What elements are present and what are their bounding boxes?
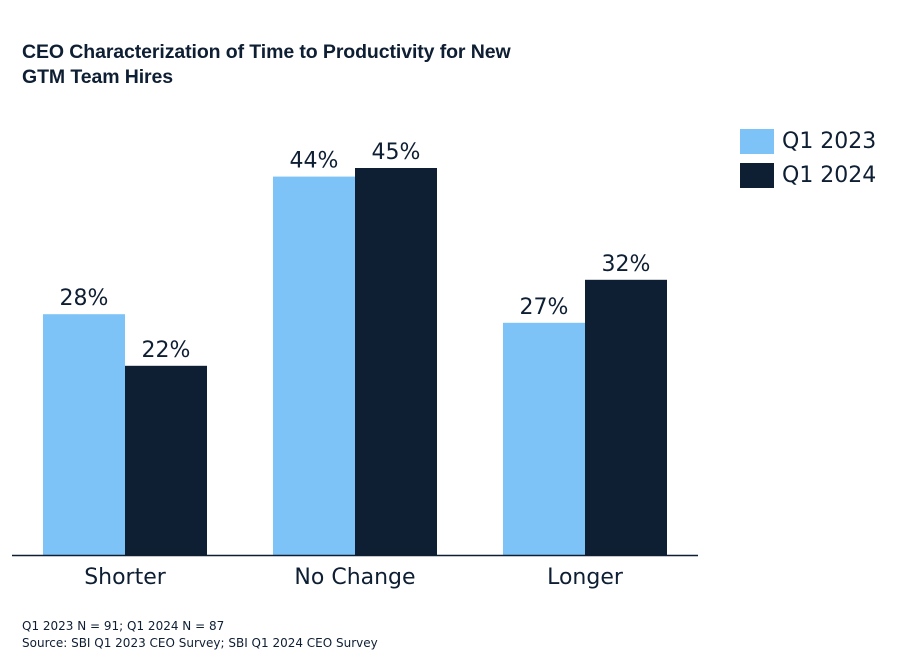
legend: Q1 2023 Q1 2024 xyxy=(740,124,876,192)
legend-label-q1-2023: Q1 2023 xyxy=(782,128,877,154)
legend-item-q1-2023: Q1 2023 xyxy=(740,124,876,158)
bar-no-change-q1-2023 xyxy=(273,176,355,555)
legend-swatch-q1-2023 xyxy=(740,128,774,154)
x-tick-label: No Change xyxy=(294,565,415,590)
source-note: Source: SBI Q1 2023 CEO Survey; SBI Q1 2… xyxy=(22,636,378,650)
chart-title-line-2: GTM Team Hires xyxy=(22,66,174,88)
chart-title: CEO Characterization of Time to Producti… xyxy=(22,40,582,90)
data-label: 45% xyxy=(372,140,421,165)
data-label: 28% xyxy=(60,286,109,311)
data-label: 32% xyxy=(602,252,651,277)
legend-swatch-q1-2024 xyxy=(740,162,774,188)
bar-no-change-q1-2024 xyxy=(355,168,437,555)
data-label: 22% xyxy=(142,338,191,363)
chart-title-line-1: CEO Characterization of Time to Producti… xyxy=(22,41,511,63)
footnotes: Q1 2023 N = 91; Q1 2024 N = 87 Source: S… xyxy=(22,618,378,652)
data-label: 44% xyxy=(290,149,339,174)
bar-shorter-q1-2024 xyxy=(125,365,207,555)
data-label: 27% xyxy=(520,295,569,320)
bar-longer-q1-2024 xyxy=(585,279,667,555)
x-tick-label: Shorter xyxy=(84,565,167,590)
bar-longer-q1-2023 xyxy=(503,322,585,555)
legend-item-q1-2024: Q1 2024 xyxy=(740,158,876,192)
legend-label-q1-2024: Q1 2024 xyxy=(782,162,877,188)
x-tick-label: Longer xyxy=(547,565,624,590)
bar-shorter-q1-2023 xyxy=(43,314,125,555)
sample-size-note: Q1 2023 N = 91; Q1 2024 N = 87 xyxy=(22,619,225,633)
